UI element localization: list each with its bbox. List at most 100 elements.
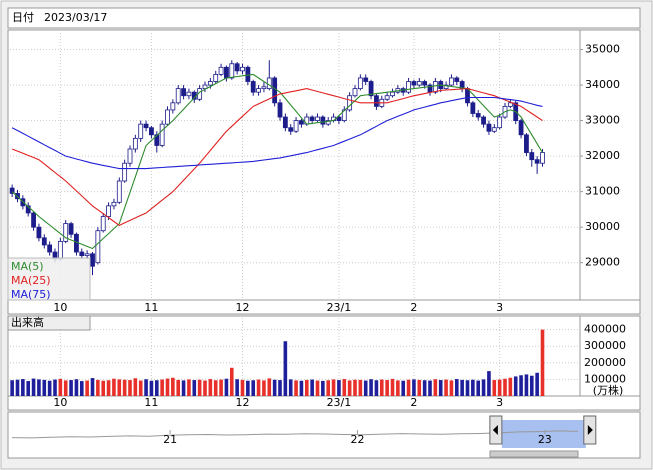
volume-bar xyxy=(229,367,234,396)
volume-bar xyxy=(428,380,432,396)
candle-body xyxy=(432,81,438,93)
candle-body xyxy=(374,95,379,107)
candle-body xyxy=(481,116,486,125)
candle-body xyxy=(540,152,545,164)
candle-body xyxy=(368,81,374,97)
volume-bar xyxy=(42,379,47,396)
candle-body xyxy=(449,77,454,86)
volume-bar xyxy=(417,379,422,396)
y-tick-label: 300000 xyxy=(584,339,626,352)
volume-bar xyxy=(240,379,245,396)
candle-body xyxy=(68,223,74,235)
candle-body xyxy=(390,91,395,97)
y-tick-label: 34000 xyxy=(585,78,620,91)
candle-body xyxy=(234,63,240,72)
volume-bar xyxy=(15,379,20,396)
candle-body xyxy=(229,63,235,79)
volume-bar xyxy=(69,380,73,396)
volume-bar xyxy=(176,379,181,396)
candle-body xyxy=(507,102,513,107)
volume-bar xyxy=(74,379,79,396)
candle-body xyxy=(486,123,492,132)
candle-body xyxy=(411,81,417,86)
candle-body xyxy=(357,77,363,90)
volume-bar xyxy=(492,380,497,396)
volume-bar xyxy=(331,379,336,396)
candle-body xyxy=(443,84,449,90)
volume-bar xyxy=(256,379,261,396)
volume-bar xyxy=(171,377,175,396)
candle-body xyxy=(336,116,342,121)
volume-bar xyxy=(401,380,406,396)
volume-bar xyxy=(540,329,545,396)
volume-bar xyxy=(31,378,36,396)
x-tick-label: 10 xyxy=(53,396,67,409)
volume-bar xyxy=(160,379,164,396)
volume-bar xyxy=(304,379,309,396)
volume-bar xyxy=(144,379,148,396)
volume-bar xyxy=(358,379,363,396)
candle-body xyxy=(218,66,224,75)
volume-bar xyxy=(85,380,89,396)
y-tick-label: 29000 xyxy=(585,256,620,269)
candle-body xyxy=(422,81,428,86)
volume-bar xyxy=(535,372,539,396)
candle-body xyxy=(288,127,294,132)
candle-body xyxy=(454,77,460,82)
volume-bar xyxy=(347,380,352,396)
candle-body xyxy=(325,120,331,125)
volume-bar xyxy=(503,378,507,396)
volume-unit: (万株) xyxy=(593,383,624,397)
candle-body xyxy=(36,226,42,239)
candle-body xyxy=(170,102,176,111)
volume-bar xyxy=(262,380,266,396)
candle-body xyxy=(84,253,90,256)
volume-bar xyxy=(278,380,282,396)
volume-bar xyxy=(374,380,379,396)
candle-body xyxy=(293,120,299,132)
y-tick-label: 200000 xyxy=(584,356,626,369)
candle-body xyxy=(175,88,181,104)
candle-body xyxy=(256,88,261,93)
volume-bar xyxy=(53,379,57,396)
y-tick-label: 30000 xyxy=(585,220,620,233)
volume-bar xyxy=(283,341,288,396)
candle-body xyxy=(277,102,283,118)
handle-arrow xyxy=(492,425,498,435)
volume-bar xyxy=(342,379,347,396)
candle-body xyxy=(320,116,326,125)
x-tick-label: 12 xyxy=(236,301,250,314)
candle-body xyxy=(529,152,535,161)
volume-bar xyxy=(385,380,389,396)
volume-bar xyxy=(203,380,207,396)
ma-line xyxy=(11,73,543,250)
volume-bar xyxy=(79,381,84,396)
candle-body xyxy=(406,81,411,93)
volume-bar xyxy=(369,379,373,396)
candle-body xyxy=(122,162,128,182)
volume-bar xyxy=(487,371,491,396)
volume-bar xyxy=(10,380,14,396)
legend-entry: MA(75) xyxy=(11,288,51,301)
volume-bar xyxy=(326,380,331,396)
volume-bar xyxy=(187,379,191,396)
candle-body xyxy=(57,240,63,260)
x-tick-label: 21 xyxy=(163,433,177,446)
volume-bar xyxy=(513,376,518,396)
x-tick-label: 2 xyxy=(410,301,417,314)
candle-body xyxy=(9,187,15,194)
y-tick-label: 31000 xyxy=(585,185,620,198)
candle-body xyxy=(159,123,165,146)
volume-bar xyxy=(508,377,513,396)
volume-bar xyxy=(106,380,111,396)
volume-bar xyxy=(272,379,277,396)
legend-entry: MA(5) xyxy=(11,260,44,273)
candle-body xyxy=(315,116,320,121)
x-tick-label: 3 xyxy=(496,301,503,314)
volume-bar xyxy=(21,379,25,396)
volume-bar xyxy=(481,379,486,396)
volume-bar xyxy=(519,375,523,396)
candle-body xyxy=(224,66,229,79)
volume-bar xyxy=(460,379,464,396)
